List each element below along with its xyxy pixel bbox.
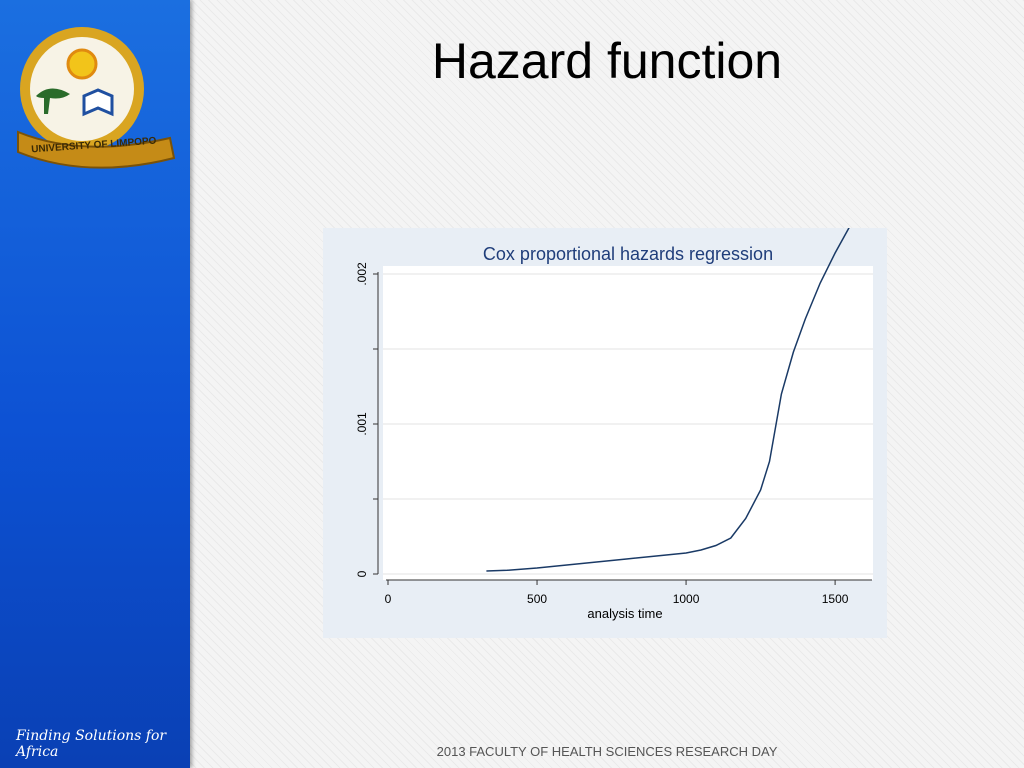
grid <box>383 273 873 575</box>
x-ticks: 0 500 1000 1500 <box>385 580 849 606</box>
logo-sun-icon <box>66 48 98 80</box>
logo-banner <box>17 130 176 169</box>
x-tick-label: 1500 <box>822 592 849 606</box>
x-tick-label: 500 <box>527 592 547 606</box>
logo-book-icon <box>82 88 114 117</box>
y-tick-label: .001 <box>355 412 369 436</box>
slide-title: Hazard function <box>431 33 783 89</box>
x-tick-label: 0 <box>385 592 392 606</box>
logo-tree-icon <box>36 88 70 114</box>
x-tick-label: 1000 <box>673 592 700 606</box>
chart-panel: Cox proportional hazards regression 0 .00… <box>323 228 887 638</box>
y-tick-label: .002 <box>355 262 369 286</box>
y-ticks: 0 .001 .002 <box>355 262 378 577</box>
x-axis-label: analysis time <box>587 606 662 621</box>
hazard-line <box>486 228 850 572</box>
sidebar: UNIVERSITY OF LIMPOPO Finding Solutions … <box>0 0 190 768</box>
university-logo: UNIVERSITY OF LIMPOPO <box>17 27 176 169</box>
footer: 2013 FACULTY OF HEALTH SCIENCES RESEARCH… <box>436 744 778 759</box>
tagline: Finding Solutions for Africa <box>16 728 167 760</box>
logo-disc <box>30 37 134 141</box>
plot-area <box>383 266 873 580</box>
y-tick-label: 0 <box>355 570 369 577</box>
hazard-chart: Cox proportional hazards regression 0 .00… <box>355 228 873 621</box>
chart-title: Cox proportional hazards regression <box>483 244 773 264</box>
